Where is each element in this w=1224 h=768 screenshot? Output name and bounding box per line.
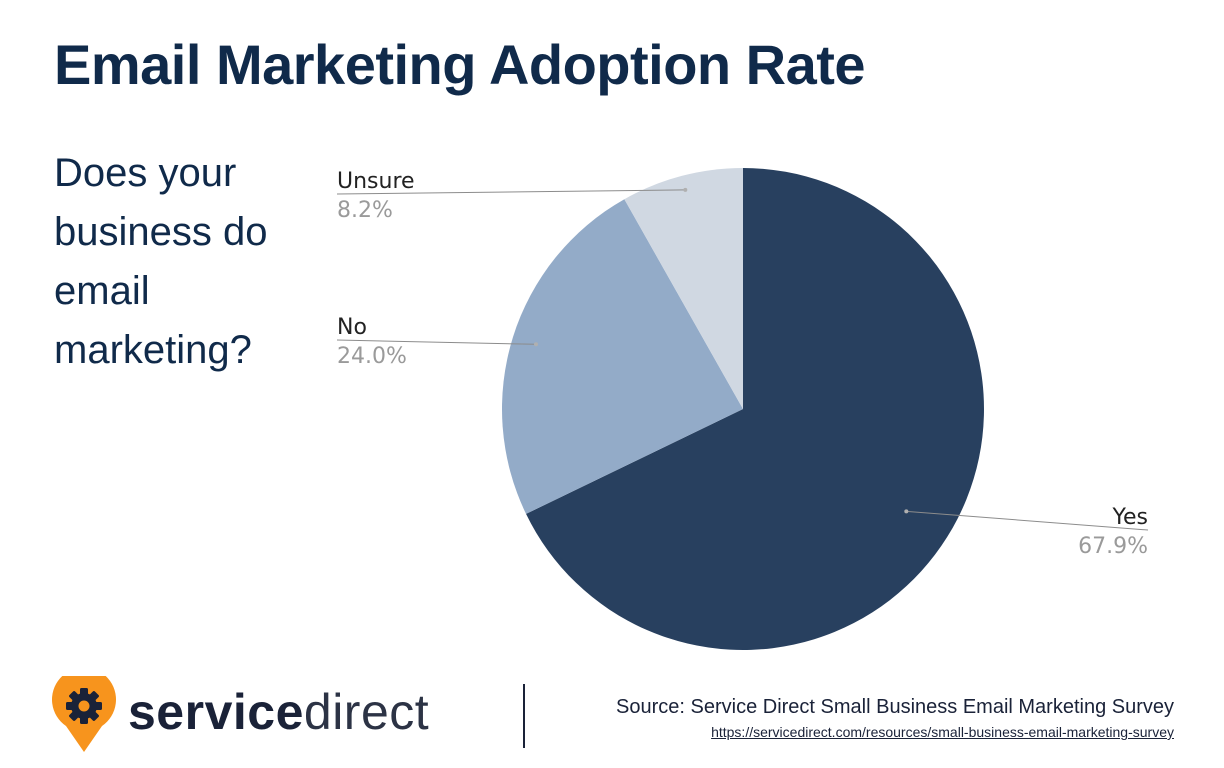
leader-dot-yes [904, 509, 909, 514]
survey-question: Does your business do email marketing? [54, 151, 268, 372]
source-text: Source: Service Direct Small Business Em… [616, 696, 1174, 718]
leader-line-yes [906, 510, 1149, 531]
brand-light: direct [303, 684, 430, 740]
gear-pin-icon [52, 676, 116, 752]
source-link[interactable]: https://servicedirect.com/resources/smal… [711, 724, 1174, 740]
leader-line-unsure [336, 189, 686, 195]
pie-slice-unsure [624, 167, 743, 409]
brand-bold: service [128, 684, 304, 740]
footer-divider [523, 684, 525, 748]
chart-title: Email Marketing Adoption Rate [54, 33, 866, 96]
slice-label-unsure: Unsure [337, 169, 415, 194]
slice-value-unsure: 8.2% [337, 198, 393, 223]
pie-slice-no [501, 199, 743, 514]
slice-value-yes: 67.9% [1078, 534, 1148, 559]
brand-wordmark: servicedirect [128, 682, 429, 742]
logo-mark [52, 676, 116, 752]
slice-label-yes: Yes [1111, 505, 1148, 530]
slice-label-no: No [337, 315, 367, 340]
pie-labels: Yes 67.9% No 24.0% Unsure 8.2% [336, 169, 1149, 559]
pie-slices [501, 167, 984, 651]
leader-line-no [336, 339, 537, 345]
slice-value-no: 24.0% [337, 344, 407, 369]
leader-dot-no [534, 342, 538, 347]
pie-slice-yes [526, 168, 984, 651]
leader-dot-unsure [683, 187, 688, 192]
